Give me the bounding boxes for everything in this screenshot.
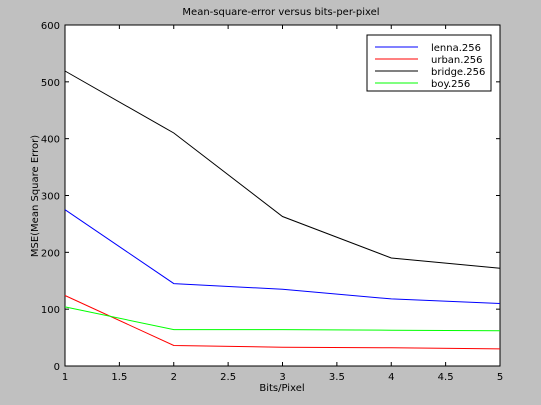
x-tick-label: 4 bbox=[388, 372, 394, 383]
y-tick-label: 0 bbox=[54, 362, 60, 373]
y-tick-label: 100 bbox=[41, 305, 60, 316]
series-line-boy-256 bbox=[64, 306, 501, 332]
y-tick-label: 300 bbox=[41, 192, 60, 203]
y-tick-label: 200 bbox=[41, 248, 60, 259]
legend-label: bridge.256 bbox=[431, 67, 485, 78]
x-tick-label: 2.5 bbox=[220, 372, 236, 383]
series-lines bbox=[64, 70, 501, 350]
x-tick-label: 3 bbox=[279, 372, 285, 383]
y-tick-label: 500 bbox=[41, 78, 60, 89]
x-tick-label: 4.5 bbox=[438, 372, 454, 383]
series-line-urban-256 bbox=[64, 295, 501, 350]
y-axis-label: MSE(Mean Square Error) bbox=[30, 135, 41, 257]
chart-title: Mean-square-error versus bits-per-pixel bbox=[182, 7, 379, 18]
x-tick-label: 3.5 bbox=[329, 372, 345, 383]
y-tick-label: 600 bbox=[41, 21, 60, 32]
series-line-bridge-256 bbox=[64, 70, 501, 269]
legend-label: boy.256 bbox=[431, 79, 470, 90]
x-tick-label: 2 bbox=[171, 372, 177, 383]
series-line-lenna-256 bbox=[64, 209, 501, 304]
y-axis-ticks: 0 100 200 300 400 500 600 bbox=[41, 21, 500, 373]
x-tick-label: 1.5 bbox=[111, 372, 127, 383]
y-tick-label: 400 bbox=[41, 135, 60, 146]
x-axis-ticks: 1 1.5 2 2.5 3 3.5 4 4.5 5 bbox=[62, 25, 503, 383]
legend-box bbox=[366, 34, 492, 92]
x-tick-label: 5 bbox=[497, 372, 503, 383]
x-tick-label: 1 bbox=[62, 372, 68, 383]
legend-label: lenna.256 bbox=[431, 43, 481, 54]
legend-label: urban.256 bbox=[431, 55, 483, 66]
x-axis-label: Bits/Pixel bbox=[259, 383, 304, 394]
